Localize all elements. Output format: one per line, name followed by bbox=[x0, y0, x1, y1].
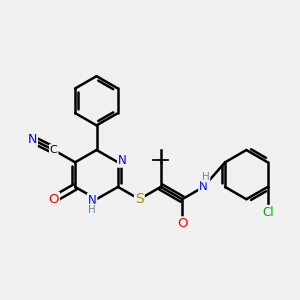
Text: N: N bbox=[199, 180, 208, 194]
Text: S: S bbox=[135, 192, 144, 206]
Text: N: N bbox=[28, 133, 37, 146]
Text: N: N bbox=[88, 194, 97, 207]
Text: C: C bbox=[50, 145, 58, 155]
Text: O: O bbox=[177, 217, 188, 230]
Text: H: H bbox=[202, 172, 209, 182]
Text: H: H bbox=[88, 205, 96, 214]
Text: O: O bbox=[49, 193, 59, 206]
Text: N: N bbox=[118, 154, 127, 167]
Text: Cl: Cl bbox=[262, 206, 274, 219]
